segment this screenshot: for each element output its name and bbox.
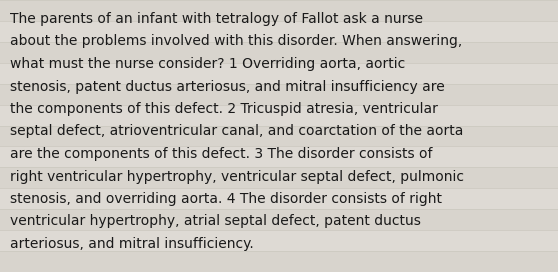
Text: The parents of an infant with tetralogy of Fallot ask a nurse: The parents of an infant with tetralogy …	[10, 12, 423, 26]
Text: septal defect, atrioventricular canal, and coarctation of the aorta: septal defect, atrioventricular canal, a…	[10, 125, 463, 138]
Text: are the components of this defect. 3 The disorder consists of: are the components of this defect. 3 The…	[10, 147, 432, 161]
Bar	[0, 167, 558, 188]
Text: stenosis, patent ductus arteriosus, and mitral insufficiency are: stenosis, patent ductus arteriosus, and …	[10, 79, 445, 94]
Text: about the problems involved with this disorder. When answering,: about the problems involved with this di…	[10, 35, 462, 48]
Text: right ventricular hypertrophy, ventricular septal defect, pulmonic: right ventricular hypertrophy, ventricul…	[10, 169, 464, 184]
Bar	[0, 0, 558, 21]
Text: arteriosus, and mitral insufficiency.: arteriosus, and mitral insufficiency.	[10, 237, 254, 251]
Text: the components of this defect. 2 Tricuspid atresia, ventricular: the components of this defect. 2 Tricusp…	[10, 102, 438, 116]
Text: what must the nurse consider? 1 Overriding aorta, aortic: what must the nurse consider? 1 Overridi…	[10, 57, 405, 71]
Bar	[0, 84, 558, 105]
Text: ventricular hypertrophy, atrial septal defect, patent ductus: ventricular hypertrophy, atrial septal d…	[10, 215, 421, 228]
Bar	[0, 126, 558, 146]
Bar	[0, 209, 558, 230]
Bar	[0, 251, 558, 272]
Text: stenosis, and overriding aorta. 4 The disorder consists of right: stenosis, and overriding aorta. 4 The di…	[10, 192, 442, 206]
Bar	[0, 42, 558, 63]
